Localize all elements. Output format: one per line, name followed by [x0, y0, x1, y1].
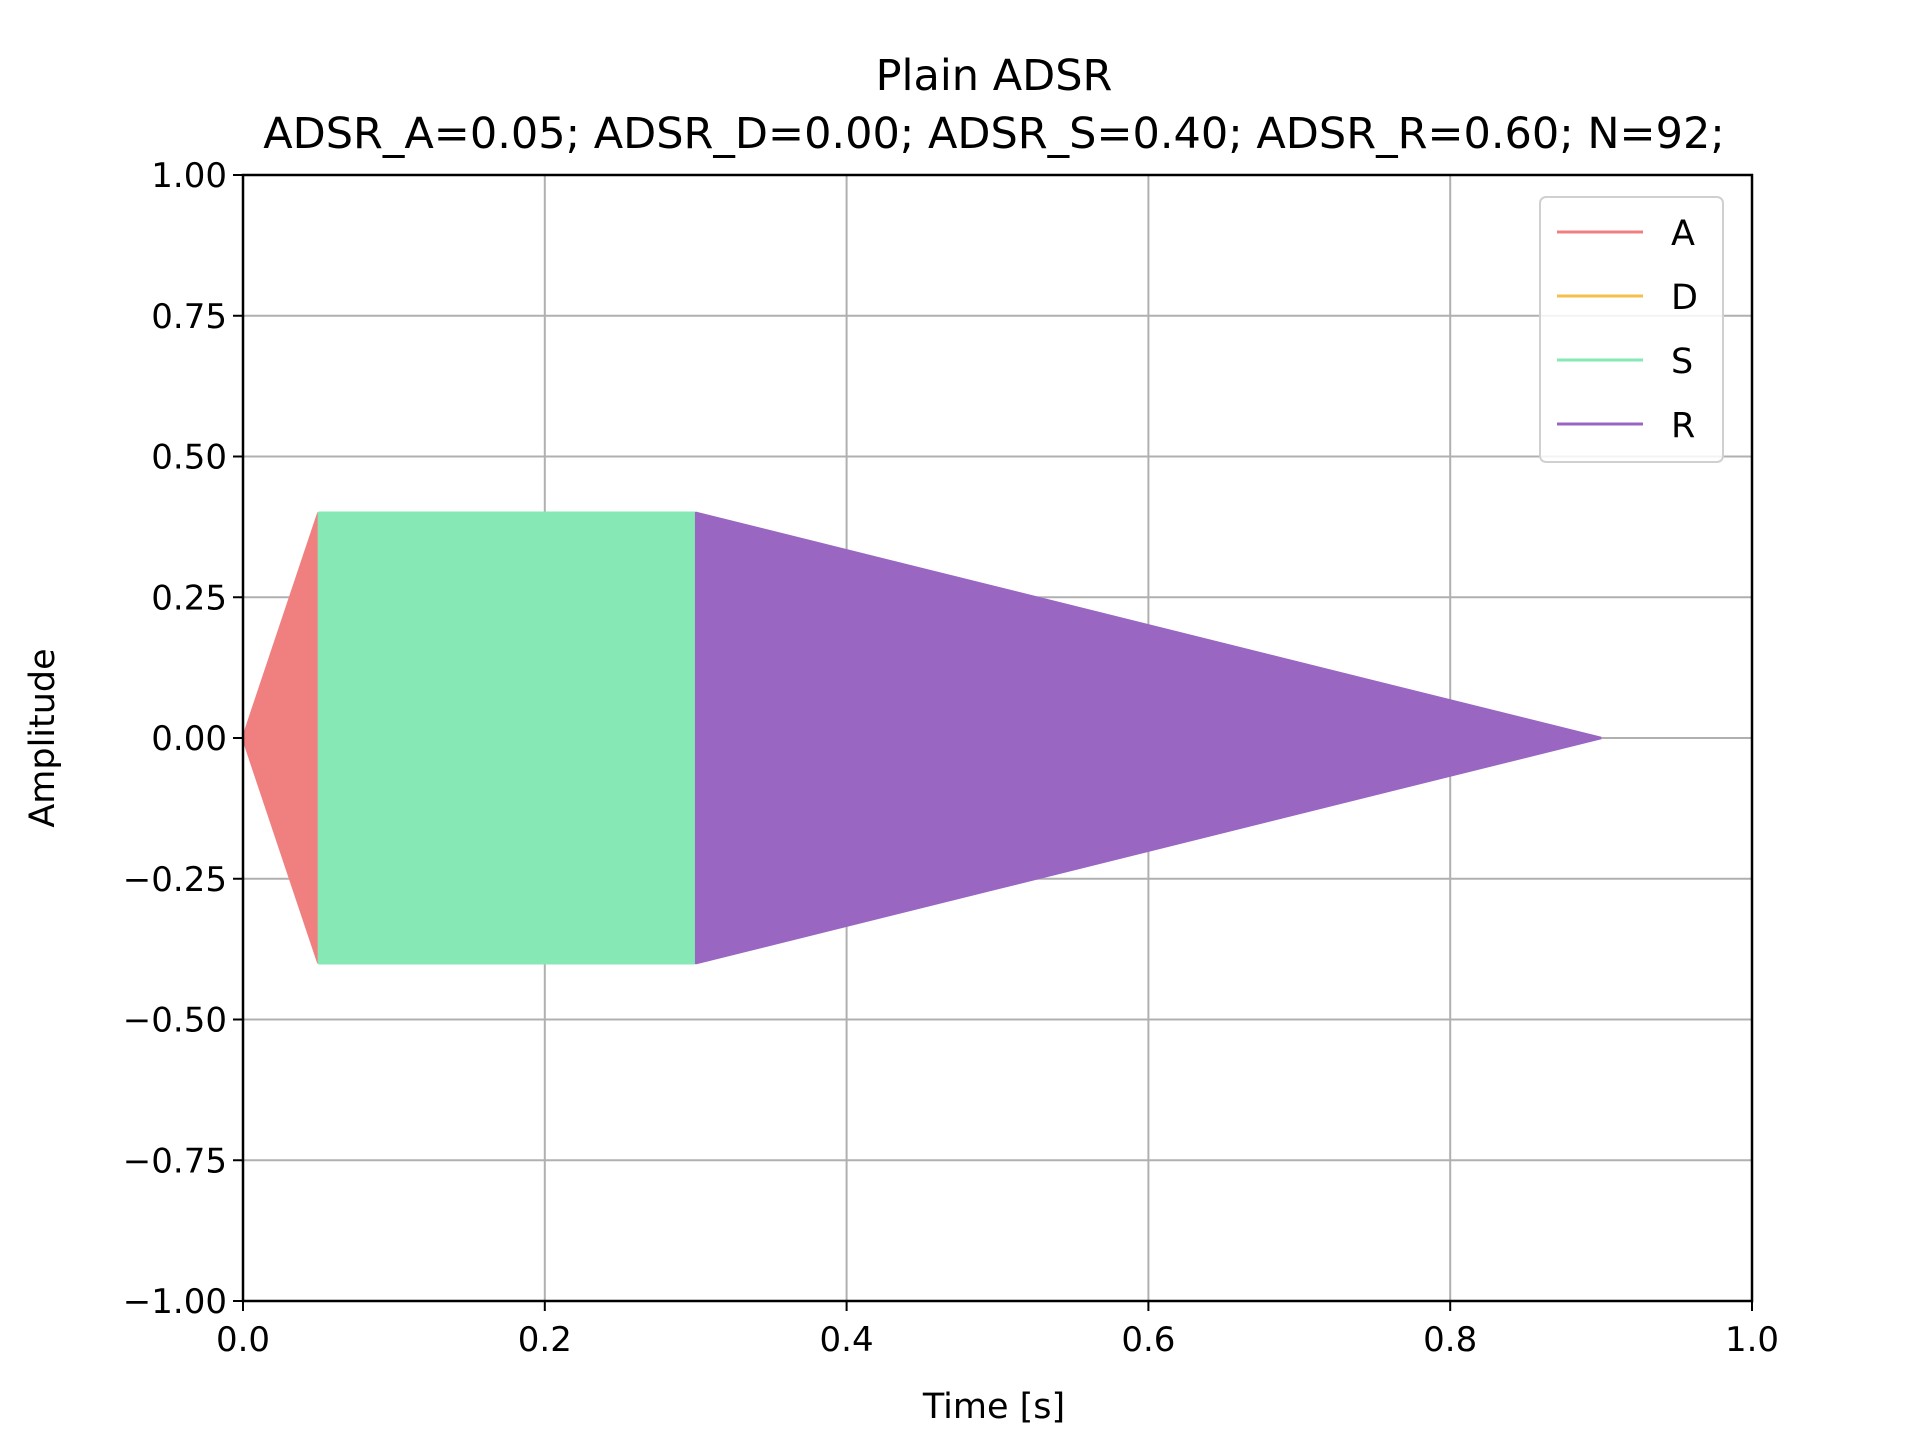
y-tick-label-2: 0.50	[151, 438, 227, 478]
chart-title: Plain ADSR	[876, 51, 1113, 101]
chart-subtitle: ADSR_A=0.05; ADSR_D=0.00; ADSR_S=0.40; A…	[263, 109, 1725, 159]
y-tick-label-5: −0.25	[123, 860, 227, 900]
legend-label-R: R	[1671, 406, 1695, 446]
tick-layer: 0.0 0.2 0.4 0.6 0.8 1.0 1.00 0.75 0.50 0.25 0.00 −0…	[123, 156, 1779, 1360]
y-tick-label-4: 0.00	[151, 719, 227, 759]
series-line-R	[695, 511, 1602, 740]
x-tick-label-3: 0.6	[1121, 1320, 1175, 1360]
legend: ADSR	[1539, 196, 1724, 463]
y-tick-label-1: 0.75	[151, 297, 227, 337]
legend-box	[1539, 196, 1724, 463]
x-tick-label-0: 0.0	[216, 1320, 270, 1360]
series-mirror-line-A	[241, 737, 320, 964]
series-mirror-line-R	[695, 736, 1602, 965]
legend-label-S: S	[1671, 342, 1693, 382]
series-area-S	[317, 512, 697, 964]
y-axis-label: Amplitude	[23, 648, 63, 827]
y-tick-label-0: 1.00	[151, 156, 227, 196]
x-tick-label-4: 0.8	[1423, 1320, 1477, 1360]
y-tick-label-6: −0.50	[123, 1001, 227, 1041]
legend-label-A: A	[1671, 214, 1695, 254]
y-tick-label-8: −1.00	[123, 1282, 227, 1322]
x-axis-label: Time [s]	[922, 1387, 1065, 1427]
series-area-layer	[241, 511, 1602, 965]
x-tick-label-5: 1.0	[1725, 1320, 1779, 1360]
series-line-A	[241, 512, 320, 739]
x-tick-label-1: 0.2	[518, 1320, 572, 1360]
y-tick-label-3: 0.25	[151, 578, 227, 618]
x-tick-label-2: 0.4	[820, 1320, 874, 1360]
y-tick-label-7: −0.75	[123, 1141, 227, 1181]
legend-label-D: D	[1671, 278, 1698, 318]
